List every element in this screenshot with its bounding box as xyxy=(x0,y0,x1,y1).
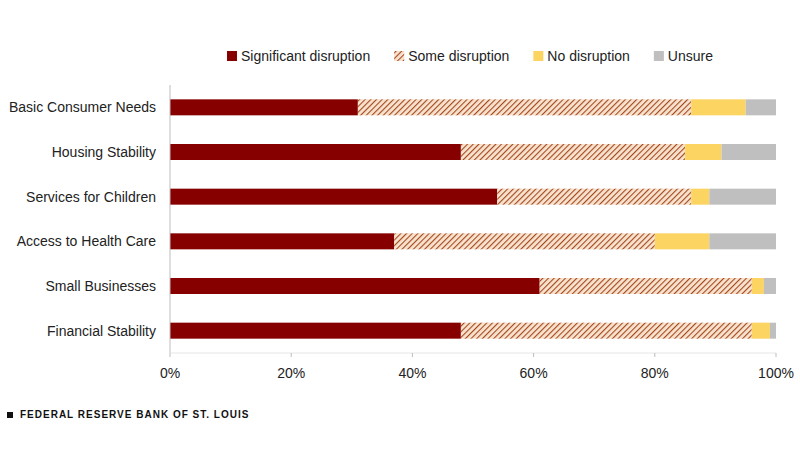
tick-label: 60% xyxy=(520,365,548,381)
legend-item: No disruption xyxy=(533,48,630,64)
legend-label: Significant disruption xyxy=(241,48,370,64)
bar-segment xyxy=(655,233,710,249)
category-label: Services for Children xyxy=(26,189,156,205)
bar-segment xyxy=(170,323,461,339)
legend-label: Some disruption xyxy=(408,48,509,64)
source-marker xyxy=(7,412,13,418)
bar-segment xyxy=(709,189,776,205)
bar-segment xyxy=(170,278,540,294)
bar-segment xyxy=(770,323,776,339)
tick-mark xyxy=(654,353,655,357)
bar-segment xyxy=(540,278,752,294)
value-axis-line xyxy=(170,353,776,354)
legend-swatch xyxy=(533,51,543,61)
bar-segment xyxy=(691,99,746,115)
bar-segment xyxy=(170,233,394,249)
legend-swatch xyxy=(227,51,237,61)
bar-segment xyxy=(685,144,721,160)
legend-item: Unsure xyxy=(654,48,713,64)
legend-swatch xyxy=(654,51,664,61)
tick-mark xyxy=(170,353,171,357)
bar-segment xyxy=(709,233,776,249)
legend-item: Some disruption xyxy=(394,48,509,64)
bar-segment xyxy=(170,99,358,115)
tick-mark xyxy=(776,353,777,357)
tick-label: 0% xyxy=(160,365,180,381)
bar-segment xyxy=(746,99,776,115)
bar-segment xyxy=(461,323,752,339)
bar-segment xyxy=(721,144,776,160)
category-label: Financial Stability xyxy=(47,323,156,339)
legend-item: Significant disruption xyxy=(227,48,370,64)
category-label: Small Businesses xyxy=(46,278,157,294)
chart: Basic Consumer Needs Housing Stability Ser… xyxy=(0,0,800,450)
bar-segment xyxy=(497,189,691,205)
tick-label: 20% xyxy=(277,365,305,381)
bar-segment xyxy=(358,99,691,115)
tick-mark xyxy=(291,353,292,357)
legend-label: Unsure xyxy=(668,48,713,64)
bars xyxy=(170,99,776,338)
tick-label: 100% xyxy=(758,365,794,381)
bar-segment xyxy=(170,189,497,205)
bar-segment xyxy=(170,144,461,160)
bar-segment xyxy=(764,278,776,294)
bar-segment xyxy=(752,278,764,294)
category-label: Access to Health Care xyxy=(17,233,156,249)
tick-mark xyxy=(412,353,413,357)
tick-label: 80% xyxy=(641,365,669,381)
category-axis-line xyxy=(170,85,171,353)
category-label: Housing Stability xyxy=(52,144,156,160)
tick-mark xyxy=(533,353,534,357)
bar-segment xyxy=(394,233,655,249)
source: FEDERAL RESERVE BANK OF ST. LOUIS xyxy=(20,409,249,420)
legend-label: No disruption xyxy=(547,48,630,64)
tick-label: 40% xyxy=(398,365,426,381)
bar-segment xyxy=(691,189,709,205)
bar-segment xyxy=(752,323,770,339)
category-label: Basic Consumer Needs xyxy=(9,99,156,115)
legend: Significant disruption Some disruption No … xyxy=(227,48,713,64)
legend-swatch xyxy=(394,51,404,61)
bar-segment xyxy=(461,144,685,160)
